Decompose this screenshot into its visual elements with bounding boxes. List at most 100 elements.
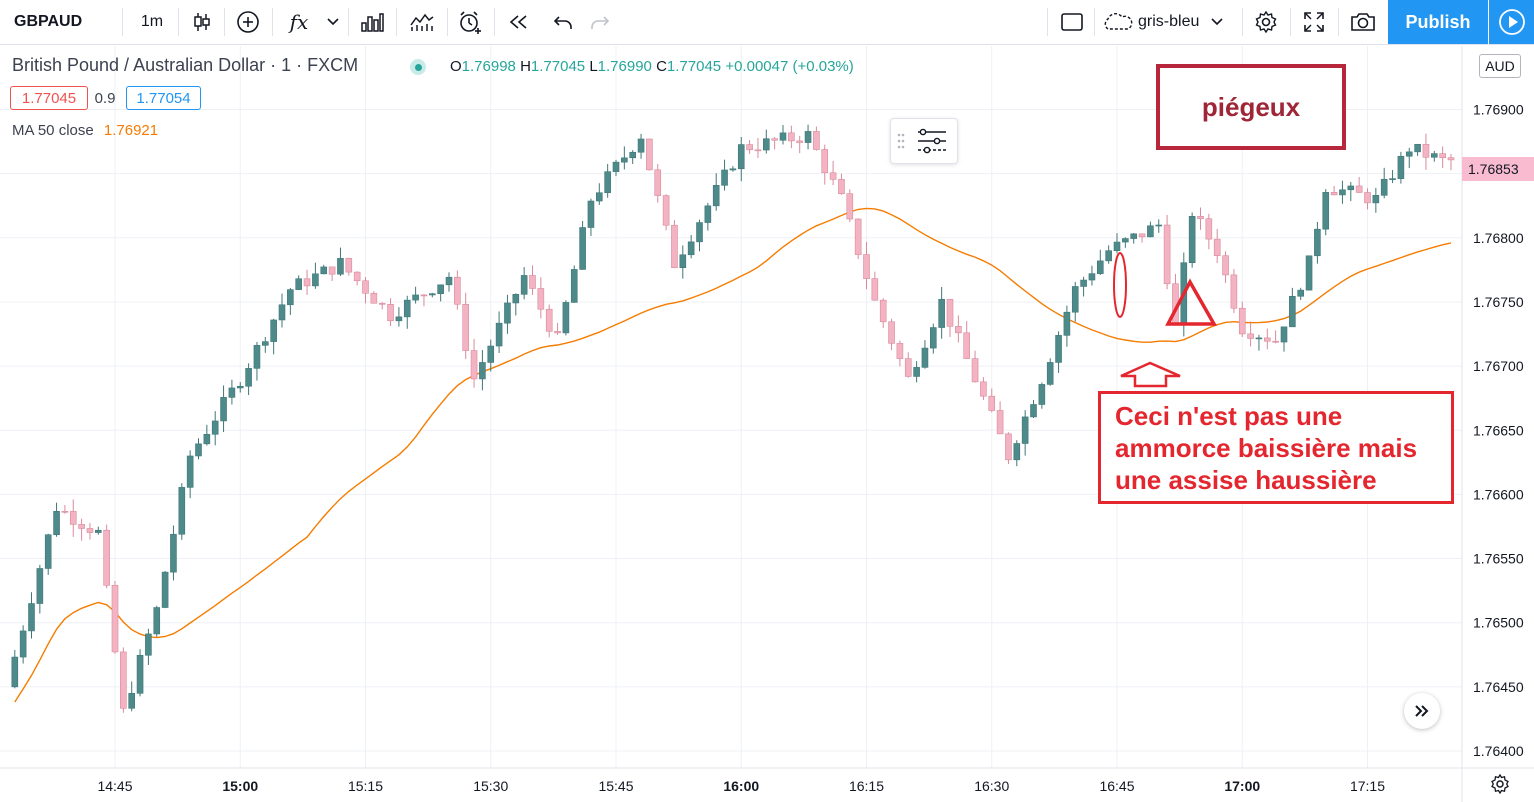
candle-body [1355,185,1363,193]
candle-body [921,347,929,368]
candle-body [821,149,829,174]
candle-body [1422,143,1430,158]
redo-icon[interactable] [582,0,618,44]
chevron-down-icon [1211,18,1223,26]
candle-body [554,331,561,334]
candle-body [487,345,495,363]
alert-clock-icon[interactable] [450,0,490,44]
candle-body [479,362,486,380]
candle-body [1247,333,1254,339]
candle-body [980,381,987,397]
time-tick-label: 15:15 [348,778,383,794]
bar-chart-icon[interactable] [352,0,392,44]
candle-body [863,254,870,279]
candle-body [1238,307,1246,335]
candle-body [412,294,419,301]
annotation-marks [1113,252,1218,388]
candle-body [420,294,428,297]
price-tick-label: 1.76550 [1473,551,1524,567]
candle-body [587,200,595,228]
publish-button[interactable]: Publish [1388,0,1488,44]
candle-body [612,161,620,172]
annotation-note[interactable]: Ceci n'est pas une ammorce baissière mai… [1098,391,1454,504]
candle-body [1372,195,1380,204]
candle-body [938,299,945,328]
time-tick-label: 16:00 [723,778,759,794]
layout-theme-button[interactable]: gris-bleu [1100,0,1240,44]
interval-button[interactable]: 1m [140,13,164,30]
candle-body [462,303,470,351]
candle-body [1389,178,1396,180]
candle-body [370,292,378,304]
candle-body [161,571,169,608]
candle-body [629,151,637,159]
candle-body [1088,273,1096,281]
c-label: C [656,58,667,75]
rectangle-icon[interactable] [1052,0,1092,44]
time-tick-label: 16:30 [974,778,1009,794]
candle-body [1447,157,1455,161]
annotation-triangle [1165,278,1218,326]
object-settings-button[interactable] [890,118,958,164]
time-tick-label: 17:00 [1224,778,1260,794]
candle-body [955,326,962,334]
time-tick-label: 17:15 [1350,778,1385,794]
note-line: une assise haussière [1115,465,1377,495]
ma-50-line [14,207,1452,703]
symbol-search-button[interactable]: GBPAUD [14,13,83,30]
camera-icon[interactable] [1342,0,1384,44]
symbol-title: British Pound / Australian Dollar · 1 · … [12,55,359,75]
note-line: ammorce baissière mais [1115,433,1418,463]
candle-body [270,319,277,342]
candle-body [1439,153,1446,158]
play-icon[interactable] [1489,0,1534,44]
annotation-piegeux[interactable]: piégeux [1156,64,1346,150]
fullscreen-icon[interactable] [1294,0,1334,44]
candle-body [771,138,778,141]
candle-body [988,395,996,411]
candle-body [595,192,603,202]
candle-body [1280,326,1288,343]
candle-body [220,397,227,422]
replay-icon[interactable] [498,0,538,44]
candle-body [362,280,369,294]
ma-label: MA 50 close [12,122,94,139]
candle-body [762,138,770,151]
candle-body [1163,224,1171,285]
candle-body [337,258,344,275]
price-tick-label: 1.76650 [1473,422,1524,438]
axis-settings-icon[interactable] [1488,772,1512,796]
price-tick-label: 1.76450 [1473,679,1524,695]
sell-price[interactable]: 1.77045 [10,86,88,110]
candle-body [746,144,753,151]
gear-icon[interactable] [1246,0,1286,44]
templates-icon[interactable] [400,0,444,44]
candle-body [195,443,202,457]
currency-badge[interactable]: AUD [1479,54,1521,78]
candle-body [537,288,545,310]
candle-body [1080,279,1087,287]
candles-icon[interactable] [182,0,222,44]
candle-body [971,358,979,383]
candle-body [1297,289,1304,297]
undo-icon[interactable] [545,0,581,44]
scroll-to-realtime-button[interactable] [1404,693,1440,729]
candle-body [61,511,69,513]
candle-body [1197,216,1204,220]
indicators-icon[interactable]: fx [289,10,309,34]
ma-legend[interactable]: MA 50 close 1.76921 [12,122,158,139]
candle-body [754,149,762,152]
candle-body [779,132,787,141]
add-compare-icon[interactable] [228,0,268,44]
candle-body [111,584,119,653]
candle-body [646,138,653,171]
candle-body [95,529,102,533]
candle-body [1005,433,1012,461]
candle-body [888,321,895,344]
candle-body [871,278,879,301]
candle-body [353,271,361,282]
candle-body [654,169,662,196]
buy-price[interactable]: 1.77054 [126,86,201,110]
chevron-down-icon[interactable] [322,0,344,44]
cloud-icon [1100,12,1134,32]
